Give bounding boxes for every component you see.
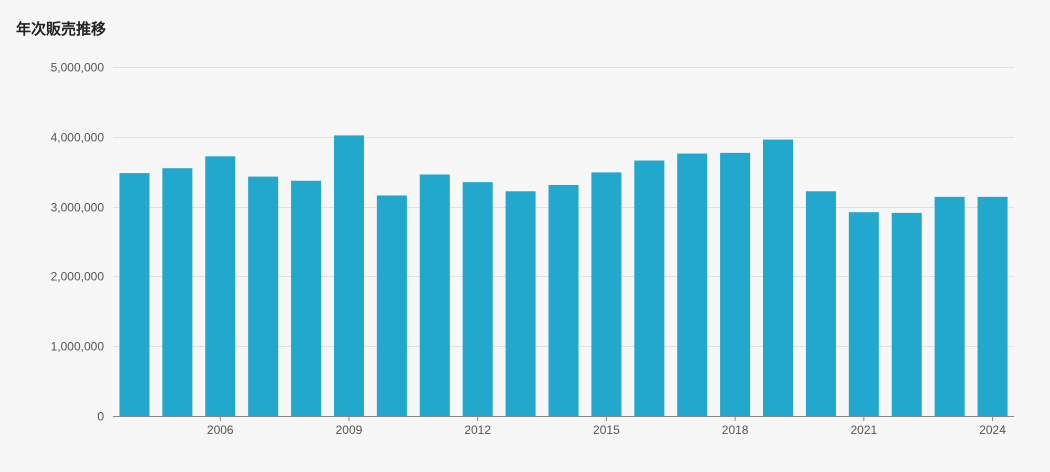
y-tick-label: 4,000,000	[51, 131, 105, 145]
bar-2023	[934, 196, 965, 416]
y-tick-label: 3,000,000	[51, 201, 105, 215]
bars	[119, 135, 1008, 417]
bar-2010	[376, 195, 407, 416]
y-tick-label: 0	[97, 410, 104, 424]
bar-2020	[805, 191, 836, 416]
y-tick-label: 1,000,000	[51, 340, 105, 354]
x-tick-label: 2009	[336, 423, 363, 437]
bar-2008	[291, 180, 322, 416]
bar-2018	[720, 152, 751, 416]
bar-2024	[977, 196, 1008, 416]
x-tick-label: 2024	[979, 423, 1006, 437]
x-tick-label: 2018	[722, 423, 749, 437]
bar-2022	[891, 212, 922, 416]
bar-2015	[591, 172, 622, 416]
axes	[113, 416, 1014, 421]
bar-2016	[634, 160, 665, 416]
bar-2004	[119, 173, 150, 416]
bar-2017	[677, 153, 708, 416]
bar-2021	[848, 212, 879, 416]
bar-2006	[205, 156, 236, 416]
bar-2014	[548, 184, 579, 416]
bar-2007	[248, 176, 279, 416]
x-tick-label: 2015	[593, 423, 620, 437]
y-tick-label: 5,000,000	[51, 61, 105, 75]
bar-2011	[419, 174, 450, 416]
bar-2009	[333, 135, 364, 417]
bar-2012	[462, 182, 493, 416]
y-tick-label: 2,000,000	[51, 270, 105, 284]
x-tick-label: 2006	[207, 423, 234, 437]
bar-2013	[505, 191, 536, 416]
bar-2005	[162, 168, 193, 416]
x-tick-label: 2021	[850, 423, 877, 437]
chart-title: 年次販売推移	[16, 20, 107, 38]
tick-labels: 0 1,000,000 2,000,000 3,000,000 4,000,000 5,0…	[51, 61, 1007, 438]
x-tick-label: 2012	[464, 423, 491, 437]
bar-2019	[763, 139, 794, 417]
